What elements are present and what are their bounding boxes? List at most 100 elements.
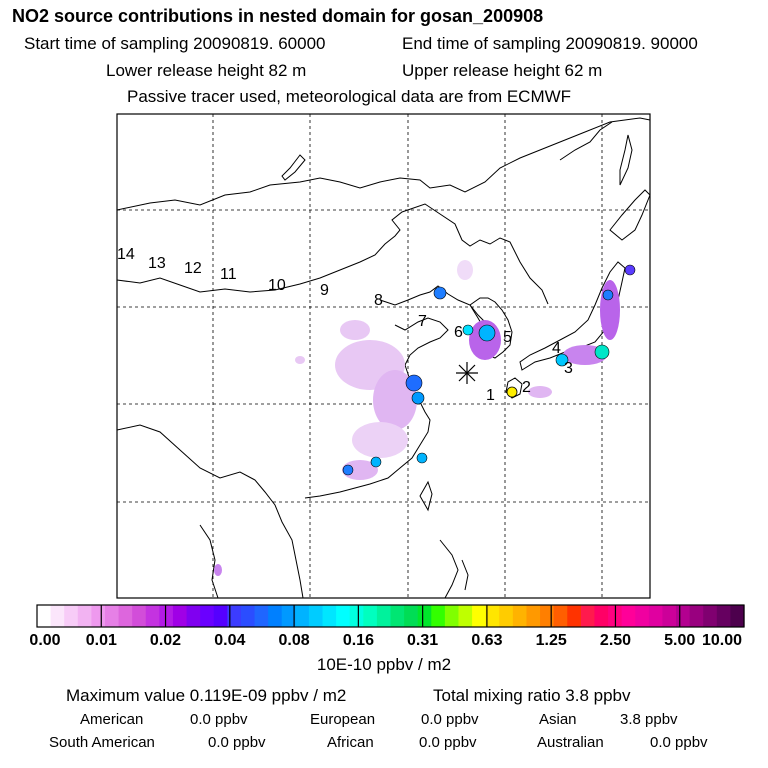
trajectory-label: 1 (486, 387, 495, 404)
trajectory-label: 7 (418, 313, 427, 330)
hotspot-taiwan (416, 452, 428, 464)
trajectory-label: 12 (184, 260, 202, 277)
colorbar-tick-label: 10.00 (701, 632, 743, 649)
colorbar-cell (499, 605, 514, 627)
colorbar-tick-label: 0.31 (407, 632, 439, 649)
colorbar-cell (186, 605, 201, 627)
hotspots (342, 264, 636, 476)
hotspot-seoul (478, 324, 496, 342)
trajectory-label: 3 (564, 360, 573, 377)
hotspot-6 (462, 324, 474, 336)
colorbar-tick-label: 1.25 (535, 632, 567, 649)
conc-patch (352, 422, 408, 458)
trajectory-label: 2 (522, 379, 531, 396)
taiwan (419, 480, 433, 512)
hotspot-tokyo (594, 344, 610, 360)
region-label: European (310, 711, 376, 728)
colorbar-cell (376, 605, 392, 627)
trajectory-label: 4 (552, 340, 561, 357)
mongolia-china-border (116, 117, 651, 211)
hotspot-japan-ne (624, 264, 636, 276)
colorbar-frame (36, 604, 745, 628)
sakhalin (619, 134, 633, 186)
colorbar-cell (145, 605, 160, 627)
conc-patch (340, 320, 370, 340)
colorbar-cell (200, 605, 215, 627)
colorbar-tick-label: 0.00 (29, 632, 61, 649)
okhotsk-coast (559, 121, 613, 161)
colorbar-cell (132, 605, 147, 627)
colorbar-cell (444, 605, 460, 627)
colorbar-cell (91, 605, 106, 627)
colorbar-cell (580, 605, 596, 627)
region-label: African (327, 734, 374, 751)
colorbar-cell (295, 605, 310, 627)
conc-patch (342, 460, 378, 480)
conc-patch (528, 386, 552, 398)
region-value: 0.0 ppbv (650, 734, 708, 751)
colorbar-cell (703, 605, 718, 627)
colorbar-cell (322, 605, 337, 627)
colorbar-cell (77, 605, 92, 627)
tracer-note: Passive tracer used, meteorological data… (127, 87, 572, 106)
region-value: 0.0 ppbv (419, 734, 477, 751)
colorbar-cell (648, 605, 664, 627)
hotspot-japan-north (602, 289, 614, 301)
colorbar-unit: 10E-10 ppbv / m2 (316, 655, 452, 674)
indochina-coast (199, 524, 219, 599)
hotspot-guangzhou (342, 464, 354, 476)
region-label: Australian (537, 734, 604, 751)
region-value: 0.0 ppbv (208, 734, 266, 751)
japan-hokkaido (609, 189, 651, 241)
philippines (439, 539, 459, 599)
colorbar-tick-label: 0.01 (85, 632, 117, 649)
shandong-coast (394, 317, 449, 366)
colorbar-cell (676, 605, 691, 627)
region-label: Asian (539, 711, 577, 728)
colorbar-cell (64, 605, 79, 627)
trajectory-label: 8 (374, 292, 383, 309)
hotspot-shanghai-2 (411, 391, 425, 405)
japan-kyushu (505, 377, 523, 399)
colorbar-cell (689, 605, 704, 627)
trajectory-label: 5 (503, 329, 512, 346)
total-mixing-ratio: Total mixing ratio 3.8 ppbv (433, 686, 631, 705)
colorbar-cell (37, 605, 52, 627)
trajectory-label: 9 (320, 282, 329, 299)
colorbar-cell (431, 605, 446, 627)
colorbar-cell (458, 605, 473, 627)
colorbar-cell (553, 605, 568, 627)
max-value: Maximum value 0.119E-09 ppbv / m2 (66, 686, 347, 705)
philippines-2 (461, 559, 469, 591)
colorbar-cell (159, 605, 174, 627)
colorbar-cell (635, 605, 650, 627)
colorbar-cell (104, 605, 120, 627)
colorbar-cell (540, 605, 555, 627)
hotspot-shanghai (405, 374, 423, 392)
colorbar-tick-label: 0.08 (278, 632, 310, 649)
colorbar-cell (390, 605, 405, 627)
colorbar-cell (363, 605, 378, 627)
trajectory-label: 14 (117, 246, 135, 263)
colorbar-cell (594, 605, 609, 627)
receptor-marker (456, 362, 478, 384)
colorbar (36, 604, 745, 628)
colorbar-cell (50, 605, 65, 627)
china-north-border (116, 203, 549, 305)
colorbar-cell (404, 605, 419, 627)
trajectory-label: 6 (454, 324, 463, 341)
conc-patch (295, 356, 305, 364)
conc-patch (457, 260, 473, 280)
hotspot-beijing (433, 286, 447, 300)
chart-title: NO2 source contributions in nested domai… (12, 6, 544, 26)
bohai-coast (379, 285, 486, 323)
colorbar-cell (254, 605, 269, 627)
hotspot-gosan (506, 386, 518, 398)
hotspot-hk (370, 456, 382, 468)
lower-release-height: Lower release height 82 m (106, 61, 307, 80)
colorbar-cell (336, 605, 351, 627)
region-value: 3.8 ppbv (620, 711, 678, 728)
colorbar-cell (268, 605, 283, 627)
map-frame (116, 113, 651, 599)
